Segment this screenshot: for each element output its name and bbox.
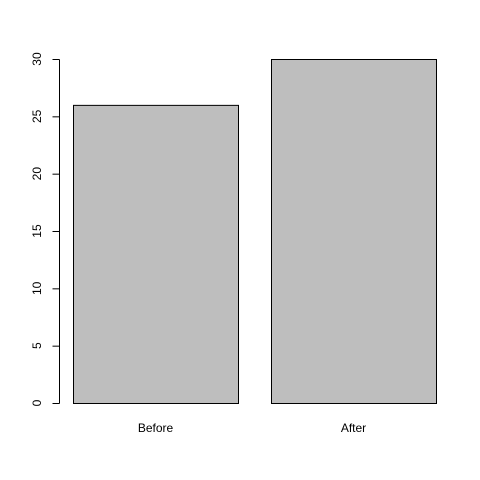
bar-before — [73, 104, 239, 404]
y-tick-label: 25 — [30, 109, 44, 123]
y-tick-label: 5 — [30, 342, 44, 349]
bars-layer — [73, 59, 437, 404]
y-tick-label: 15 — [30, 224, 44, 238]
y-tick-label: 30 — [30, 52, 44, 66]
y-tick-label: 20 — [30, 167, 44, 181]
bar-after — [271, 59, 437, 404]
y-tick-label: 0 — [30, 399, 44, 406]
x-tick-label-after: After — [341, 421, 366, 435]
x-tick-label-before: Before — [138, 421, 174, 435]
y-axis: 0 5 10 15 20 25 30 — [30, 52, 60, 406]
y-tick-label: 10 — [30, 281, 44, 295]
x-axis-labels: Before After — [138, 421, 366, 435]
